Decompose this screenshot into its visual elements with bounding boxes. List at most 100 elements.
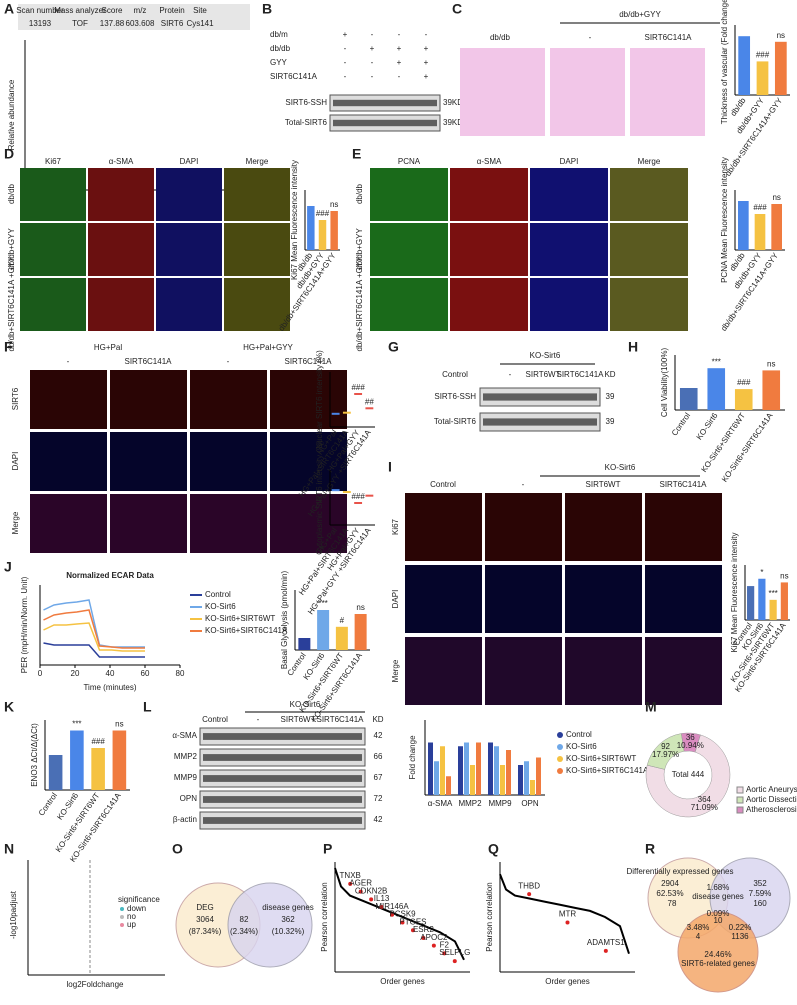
table-cell: Cys141 xyxy=(186,19,214,28)
micrograph xyxy=(370,278,448,331)
micrograph xyxy=(405,493,482,561)
legend-swatch xyxy=(736,796,744,804)
legend-label: Atherosclerosis xyxy=(746,805,797,814)
legend-label: KO-Sirt6+SIRT6C141A xyxy=(566,766,649,775)
label: 78 xyxy=(668,899,677,908)
micrograph xyxy=(450,223,528,276)
panel-letter: E xyxy=(352,146,361,162)
blot-band xyxy=(203,817,362,824)
micrograph xyxy=(645,637,722,705)
micrograph xyxy=(20,168,86,221)
bar xyxy=(440,746,445,795)
blot-band xyxy=(203,775,362,782)
significance: ns xyxy=(780,572,788,581)
legend-swatch xyxy=(557,732,563,738)
micrograph xyxy=(30,370,107,429)
label: HG+Pal+GYY xyxy=(243,343,293,352)
label: SIRT6-SSH xyxy=(285,98,327,107)
label: 24.46% xyxy=(704,950,731,959)
micrograph xyxy=(565,493,642,561)
value-label: 92 xyxy=(661,742,670,751)
micrograph xyxy=(485,637,562,705)
significance: ### xyxy=(316,209,330,218)
label: SIRT6C141A xyxy=(660,480,708,489)
panel-letter: C xyxy=(452,1,462,17)
panel-letter: J xyxy=(4,559,12,575)
bar xyxy=(335,626,348,650)
label: OPN xyxy=(180,794,198,803)
panel-letter: O xyxy=(172,841,183,857)
micrograph xyxy=(88,168,154,221)
label: 39KD xyxy=(443,118,463,127)
bar xyxy=(747,586,755,620)
table-cell: SIRT6 xyxy=(161,19,184,28)
significance: ### xyxy=(351,492,365,501)
label: SIRT6-related genes xyxy=(681,959,755,968)
sign: + xyxy=(424,72,429,81)
bar xyxy=(774,41,787,95)
significance: * xyxy=(760,568,763,577)
bar xyxy=(756,61,769,95)
label: Pearson correlation xyxy=(485,882,494,951)
label: DEG xyxy=(196,903,213,912)
gene-label: AGER xyxy=(349,879,372,888)
bar xyxy=(738,201,749,250)
label: 0.22% xyxy=(729,923,752,932)
bar xyxy=(458,746,463,795)
gene-point xyxy=(527,892,532,897)
label: 10 xyxy=(714,916,723,925)
significance: ## xyxy=(365,397,374,406)
gene-label: ESR2 xyxy=(413,925,434,934)
sign: + xyxy=(424,44,429,53)
legend-label: KO-Sirt6+SIRT6WT xyxy=(566,754,636,763)
x-tick-label: 20 xyxy=(71,669,80,678)
gene-label: THBD xyxy=(518,881,540,890)
sign: + xyxy=(397,58,402,67)
label: DAPI xyxy=(560,157,579,166)
label: 3.48% xyxy=(687,923,710,932)
sign: - xyxy=(425,30,428,39)
micrograph xyxy=(485,493,562,561)
bar xyxy=(758,578,766,620)
y-label: Basal Glycolysis (pmol/min) xyxy=(280,571,289,670)
panel-letter: M xyxy=(645,699,657,715)
label: - xyxy=(522,480,525,489)
legend-label: KO-Sirt6+SIRT6C141A xyxy=(205,626,288,635)
label: disease genes xyxy=(692,892,744,901)
label: - xyxy=(589,33,592,42)
category-label: Control xyxy=(670,411,692,437)
bar xyxy=(738,36,751,95)
label: SIRT6WT xyxy=(526,370,561,379)
micrograph xyxy=(530,168,608,221)
label: α-SMA xyxy=(172,731,197,740)
significance: ns xyxy=(115,720,123,729)
line xyxy=(43,642,145,658)
category-label: Control xyxy=(37,791,59,817)
label: -log10padjust xyxy=(9,890,18,939)
label: 160 xyxy=(753,899,767,908)
significance: ns xyxy=(330,200,338,209)
micrograph xyxy=(110,494,187,553)
blot-band xyxy=(203,796,362,803)
sign: - xyxy=(344,44,347,53)
significance: ns xyxy=(777,31,785,40)
table-header: Mass analyzer xyxy=(54,6,106,15)
x-tick-label: 80 xyxy=(176,669,185,678)
bar xyxy=(536,757,541,795)
gene-label: CDKN2B xyxy=(355,886,387,895)
label: 4 xyxy=(696,932,701,941)
bar xyxy=(317,610,330,650)
label: - xyxy=(227,357,230,366)
bar xyxy=(428,742,433,795)
legend-label: no xyxy=(127,912,136,921)
label: KO-Sirt6 xyxy=(605,463,636,472)
bar xyxy=(500,765,505,795)
label: KO-Sirt6 xyxy=(290,700,321,709)
gene-label: TNXB xyxy=(340,871,361,880)
gene-point xyxy=(379,905,384,910)
label: significance xyxy=(118,895,160,904)
legend-swatch xyxy=(736,806,744,814)
line xyxy=(334,867,465,961)
micrograph xyxy=(88,278,154,331)
label: log2Foldchange xyxy=(67,980,124,989)
